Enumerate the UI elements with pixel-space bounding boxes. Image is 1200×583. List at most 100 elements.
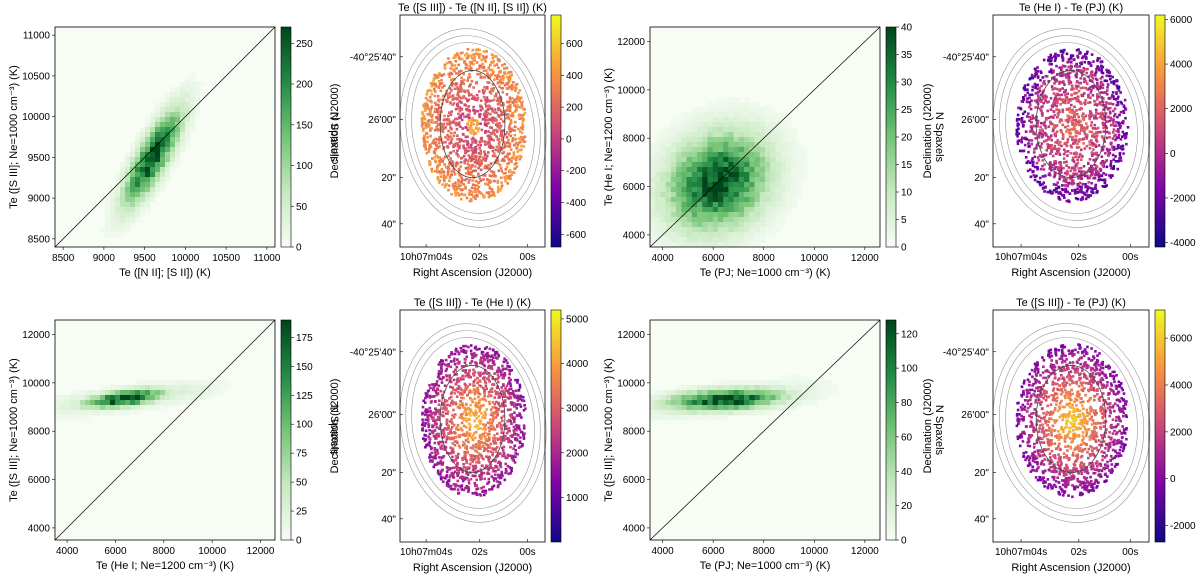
p1-ytick: 10500 xyxy=(22,71,50,82)
p5-cb-tick: 75 xyxy=(296,449,308,460)
p6-cb-tick: 5000 xyxy=(566,314,589,325)
p6-cb-tick: 4000 xyxy=(566,359,589,370)
p7-cb-tick: 40 xyxy=(901,467,913,478)
p1-xtick: 10000 xyxy=(171,253,199,264)
p6-inner-contour xyxy=(439,365,506,474)
p5-ytick: 8000 xyxy=(28,427,51,438)
p5-xtick: 10000 xyxy=(198,546,226,557)
p4-temperature-pixels xyxy=(1015,48,1130,204)
p8-cb-tick: 6000 xyxy=(1170,334,1193,345)
p1-ytick: 8500 xyxy=(28,234,51,245)
p4-cb-tick: -2000 xyxy=(1170,193,1196,204)
p3-one-to-one-line xyxy=(649,26,881,248)
p4-cb-tick: 4000 xyxy=(1170,60,1193,71)
p2-cb-tick: -200 xyxy=(566,166,586,177)
p3-ytick: 10000 xyxy=(617,85,645,96)
p7-xtick: 6000 xyxy=(702,546,725,557)
p2-title: Te ([S III]) - Te ([N II], [S II]) (K) xyxy=(398,2,547,14)
p4-xlabel: Right Ascension (J2000) xyxy=(1011,267,1130,279)
p4-cb-tick: -4000 xyxy=(1170,238,1196,249)
p1-cb-tick: 150 xyxy=(296,120,313,131)
p5-cb-tick: 100 xyxy=(296,420,313,431)
p1-panel: 8500 9000 9500 10000 10500 11000 8500 9000 9500 1… xyxy=(8,26,340,279)
p2-xtick: 10h07m04s xyxy=(400,252,452,263)
p5-cb-tick: 175 xyxy=(296,333,313,344)
p7-ytick: 8000 xyxy=(623,427,646,438)
p6-ylabel: Declination (J2000) xyxy=(329,379,341,474)
p8-temperature-pixels xyxy=(1015,343,1128,499)
p5-cb-tick: 25 xyxy=(296,507,308,518)
p5-ytick: 6000 xyxy=(28,475,51,486)
p1-colorbar xyxy=(280,26,292,248)
p7-cb-tick: 100 xyxy=(901,364,918,375)
p3-colorbar xyxy=(885,26,897,248)
p5-cb-tick: 150 xyxy=(296,362,313,373)
p1-xtick: 10500 xyxy=(212,253,240,264)
p3-cb-label: N Spaxels xyxy=(933,112,945,163)
p3-ytick: 4000 xyxy=(623,230,646,241)
p4-frame xyxy=(992,14,1150,248)
p3-ytick: 12000 xyxy=(617,37,645,48)
p8-cb-tick: 4000 xyxy=(1170,380,1193,391)
p3-frame xyxy=(649,26,881,248)
p3-panel: 4000 6000 8000 10000 12000 4000 6000 8000 10000 1… xyxy=(603,23,945,280)
p8-cb-tick: 2000 xyxy=(1170,427,1193,438)
p1-cb-label: N Spaxels xyxy=(328,112,340,163)
p5-colorbar xyxy=(280,319,292,541)
p3-xlabel: Te (PJ; Ne=1000 cm⁻³) (K) xyxy=(700,267,831,279)
p5-cb-tick: 0 xyxy=(296,536,302,547)
p8-ylabel: Declination (J2000) xyxy=(922,379,934,474)
p3-cb-tick: 35 xyxy=(901,50,913,61)
p8-title: Te ([S III]) - Te (PJ) (K) xyxy=(1016,297,1126,309)
p2-cb-tick: 600 xyxy=(566,39,583,50)
p4-cb-tick: 2000 xyxy=(1170,104,1193,115)
p6-frame xyxy=(399,309,546,543)
p2-ylabel: Declination (J2000) xyxy=(329,84,341,179)
p3-cb-tick: 0 xyxy=(901,243,907,254)
p5-frame xyxy=(54,319,276,541)
p5-ytick: 10000 xyxy=(22,378,50,389)
p8-cb-tick: 0 xyxy=(1170,474,1176,485)
p6-ytick: 40" xyxy=(381,514,396,525)
p7-cb-tick: 80 xyxy=(901,398,913,409)
p7-panel: 4000 6000 8000 10000 12000 4000 6000 8000 10000 1… xyxy=(603,319,945,572)
p1-cb-tick: 200 xyxy=(296,80,313,91)
p7-xlabel: Te (PJ; Ne=1000 cm⁻³) (K) xyxy=(700,560,831,572)
p1-ytick: 9000 xyxy=(28,194,51,205)
p1-ylabel: Te ([S III]; Ne=1000 cm⁻³) (K) xyxy=(8,65,20,209)
p3-cb-tick: 15 xyxy=(901,160,913,171)
p7-xtick: 8000 xyxy=(753,546,776,557)
p4-ytick: 20" xyxy=(974,173,989,184)
p2-cb-tick: -600 xyxy=(566,230,586,241)
p5-xtick: 8000 xyxy=(153,546,176,557)
p8-xtick: 10h07m04s xyxy=(995,547,1047,558)
p1-cb-tick: 50 xyxy=(296,202,308,213)
p2-panel: Te ([S III]) - Te ([N II], [S II]) (K) 10… xyxy=(329,2,586,279)
p2-inner-contour xyxy=(439,70,506,179)
p3-cb-tick: 30 xyxy=(901,78,913,89)
p8-panel: Te ([S III]) - Te (PJ) (K)10h07m04s 02s 00… xyxy=(922,297,1196,574)
p1-ytick: 11000 xyxy=(23,31,51,42)
p3-xtick: 12000 xyxy=(851,253,879,264)
p1-ytick: 10000 xyxy=(22,112,50,123)
p8-cb-tick: -2000 xyxy=(1170,521,1196,532)
p5-cb-tick: 50 xyxy=(296,478,308,489)
p2-xlabel: Right Ascension (J2000) xyxy=(413,267,532,279)
p1-xtick: 9500 xyxy=(134,253,157,264)
p3-ylabel: Te (He I; Ne=1200 cm⁻³) (K) xyxy=(603,68,615,206)
p8-frame xyxy=(992,309,1150,543)
p6-colorbar xyxy=(550,309,562,543)
p7-cb-tick: 120 xyxy=(901,329,918,340)
p6-ytick: 20" xyxy=(381,468,396,479)
p1-xlabel: Te ([N II]; [S II]) (K) xyxy=(119,267,211,279)
p7-ytick: 6000 xyxy=(623,475,646,486)
p5-xtick: 4000 xyxy=(56,546,79,557)
p6-title: Te ([S III]) - Te (He I) (K) xyxy=(414,297,531,309)
p3-density-cells xyxy=(650,97,808,248)
p3-xtick: 6000 xyxy=(702,253,725,264)
p3-cb-tick: 5 xyxy=(901,215,907,226)
p6-cb-tick: 3000 xyxy=(566,404,589,415)
p4-xtick: 02s xyxy=(1071,252,1087,263)
p2-xtick: 02s xyxy=(472,252,488,263)
